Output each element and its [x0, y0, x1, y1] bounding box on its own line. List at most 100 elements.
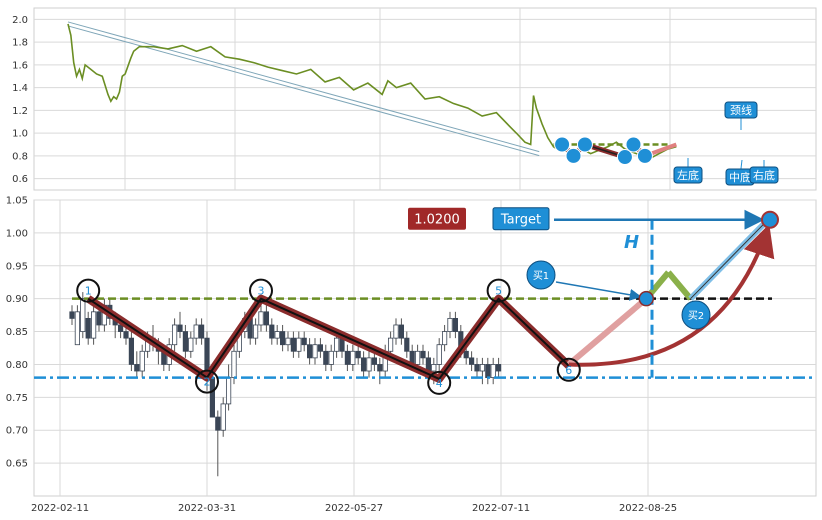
candle-body [128, 337, 134, 365]
overview-callout-label: 颈线 [730, 103, 752, 117]
pattern-y-tick-label: 0.85 [6, 327, 28, 338]
candle-body [231, 350, 237, 378]
overview-callout-box [673, 166, 703, 184]
pattern-y-tick-label: 0.95 [6, 261, 28, 272]
pattern-y-tick-label: 0.75 [6, 393, 28, 404]
candle-body [279, 331, 286, 346]
candle-body [225, 377, 232, 405]
pivot-circle [76, 278, 101, 303]
overview-pivot-marker [576, 136, 593, 153]
overview-pivot-marker [616, 149, 633, 166]
pivot-circle [486, 278, 511, 303]
candle-body [323, 350, 329, 365]
overview-y-tick-label: 1.4 [12, 83, 28, 94]
pattern-x-tick-label: 2022-05-27 [325, 503, 383, 514]
pivot-label: 1 [85, 285, 92, 298]
overview-y-tick-label: 0.8 [12, 151, 28, 162]
candle-body [209, 377, 215, 418]
pivot-label: 4 [436, 377, 443, 390]
overview-callout-label: 左底 [677, 168, 699, 182]
overview-callout-box [749, 166, 779, 184]
target-label: Target [500, 213, 541, 228]
candle-body [371, 357, 378, 365]
candle-body [80, 298, 86, 332]
pattern-x-ticks: 2022-02-11 2022-03-31 2022-05-27 2022-07-11… [31, 503, 677, 514]
candle-body [317, 344, 324, 352]
pattern-x-tick-label: 2022-03-31 [178, 503, 236, 514]
pattern-core [87, 297, 570, 380]
buy2-badge [681, 300, 711, 330]
overview-annotations: 左底 中底 右底 颈线 [553, 101, 779, 186]
pivot-circle [195, 369, 219, 394]
candle-body [328, 350, 334, 365]
pivot-label: 3 [258, 285, 265, 298]
overview-y-ticks: 0.6 0.8 1.0 1.2 1.4 1.6 1.8 2.0 [12, 15, 28, 185]
candle-body [360, 357, 367, 372]
candle-body [431, 364, 437, 372]
candle-body [177, 324, 183, 332]
pivot-circle [427, 370, 452, 395]
overview-pivot-marker [565, 147, 582, 164]
candle-body [495, 364, 502, 372]
candle-body [479, 364, 486, 372]
overview-y-tick-label: 1.6 [12, 60, 28, 71]
candle-body [96, 311, 102, 326]
candle-body [468, 357, 475, 365]
candle-body [387, 337, 394, 352]
pivot-label: 5 [495, 285, 502, 298]
candle-body [296, 337, 302, 352]
pivot-label: 2 [204, 376, 211, 389]
candle-body [333, 337, 340, 352]
buy1-point [638, 290, 655, 307]
candle-body [252, 324, 259, 339]
candle-body [171, 324, 178, 346]
candle-body [463, 350, 469, 359]
overview-y-tick-label: 0.6 [12, 174, 28, 185]
pattern-y-ticks: 0.65 0.70 0.75 0.80 0.85 0.90 0.95 1.00 1.05 [6, 196, 28, 470]
candle-body [193, 324, 199, 339]
candle-body [274, 331, 280, 339]
pattern-x-tick-label: 2022-08-25 [619, 503, 677, 514]
candle-body [215, 416, 221, 431]
candle-body [123, 331, 129, 339]
candle-body [485, 364, 491, 379]
pattern-grid [34, 199, 816, 496]
candle-body [398, 324, 405, 339]
candle-body [436, 344, 442, 365]
candle-body [420, 350, 426, 359]
overview-y-tick-label: 1.8 [12, 38, 28, 49]
pattern-y-tick-label: 0.65 [6, 459, 28, 470]
candle-body [134, 364, 140, 372]
overview-trend-channel-lower [67, 25, 540, 157]
candle-body [220, 403, 226, 431]
candle-body [285, 337, 291, 346]
overview-pivot-marker [625, 136, 642, 153]
pattern-x-tick-label: 2022-07-11 [472, 503, 530, 514]
overview-y-tick-label: 1.0 [12, 129, 28, 140]
candle-body [377, 364, 383, 372]
price-label: 1.0200 [414, 213, 460, 228]
candle-body [198, 324, 205, 339]
buy1-leader [555, 281, 642, 301]
target-label-box [492, 207, 550, 231]
overview-trend-channel-upper [67, 21, 540, 153]
candle-body [69, 311, 75, 319]
pattern-annotations: H Target 1.0200 买1 买2 1 2 3 4 5 6 [34, 207, 816, 395]
overview-y-tick-label: 2.0 [12, 15, 28, 26]
candle-body [91, 311, 97, 339]
price-label-box [408, 207, 466, 230]
candle-body [188, 337, 194, 352]
pivot-label: 6 [565, 364, 572, 377]
pivot-circle [249, 278, 273, 303]
candle-body [139, 350, 145, 372]
candle-body [344, 350, 351, 365]
pattern-y-tick-label: 1.05 [6, 196, 28, 207]
buy2-label: 买2 [688, 310, 704, 322]
pivot-circle [556, 357, 581, 382]
candle-body [404, 337, 410, 352]
pattern-y-tick-label: 0.70 [6, 426, 28, 437]
pattern-y-tick-label: 1.00 [6, 228, 28, 239]
candle-body [85, 317, 91, 339]
candle-body [393, 324, 399, 339]
